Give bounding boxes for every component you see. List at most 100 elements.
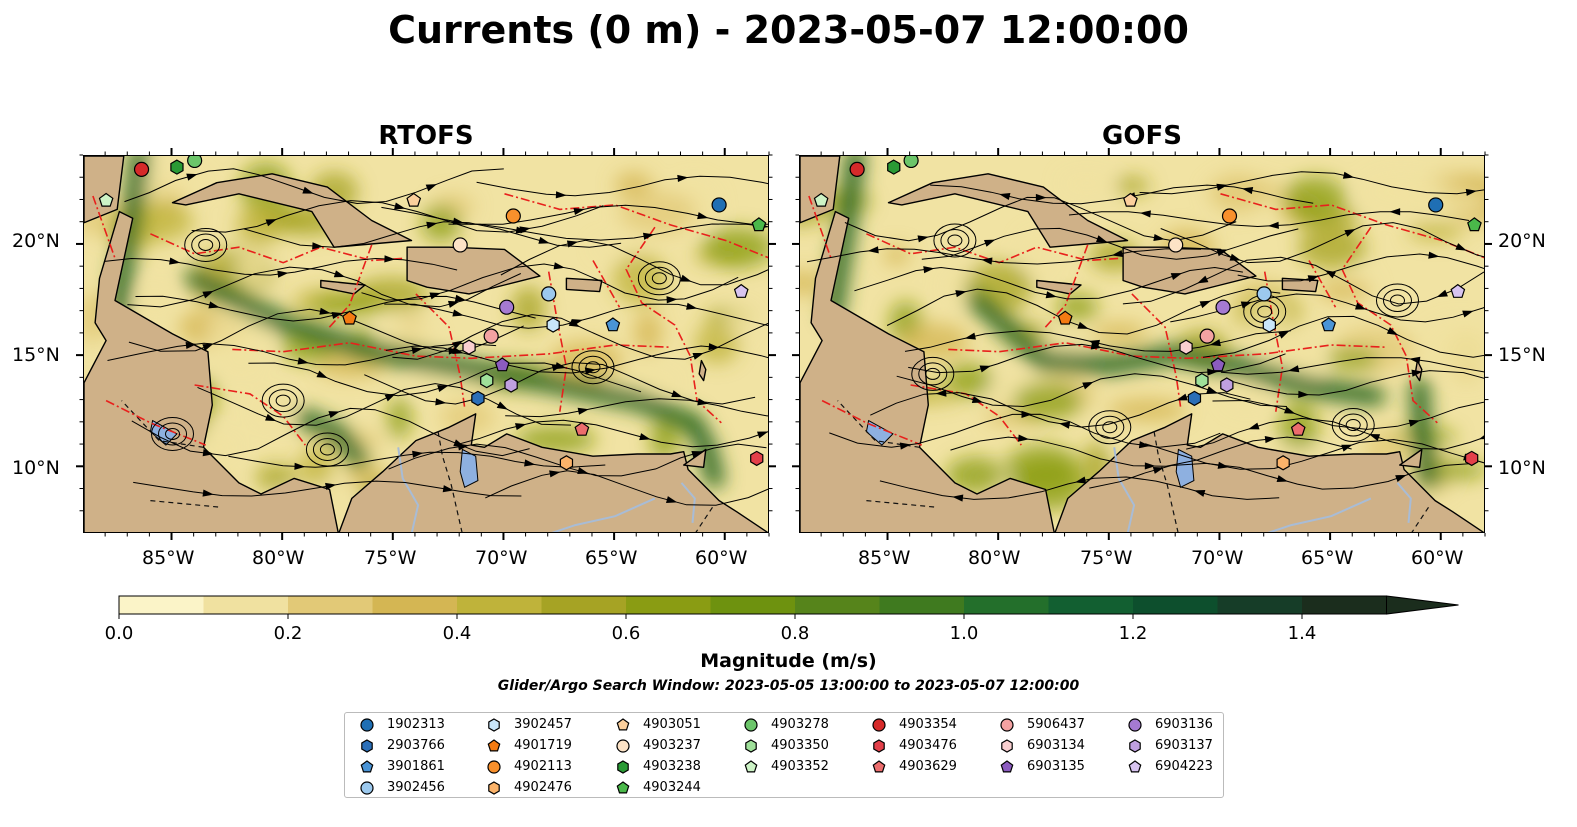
lon-label-80w-right: 80°W — [968, 547, 1021, 569]
land-trinidad — [683, 448, 707, 468]
lon-label-60w-left: 60°W — [695, 547, 748, 569]
colorbar-bin — [119, 596, 204, 614]
float-marker-3902457 — [1262, 317, 1276, 333]
float-marker-4903278 — [903, 156, 919, 169]
float-marker-5906437 — [483, 328, 499, 344]
streamlines — [104, 168, 768, 506]
river — [680, 482, 696, 523]
legend-label: 6903134 — [1027, 738, 1085, 753]
float-marker-4903476 — [1464, 450, 1479, 467]
legend-marker-pentagon-icon — [616, 781, 630, 794]
gofs-map — [799, 155, 1485, 533]
legend-label: 4902476 — [514, 780, 572, 795]
colorbar-tick-4: 0.8 — [780, 623, 810, 644]
legend-label: 4902113 — [514, 759, 572, 774]
legend-marker-pentagon-icon — [1000, 760, 1014, 773]
gofs-panel-title: GOFS — [1102, 121, 1182, 151]
colorbar-bin — [457, 596, 542, 614]
lake — [1175, 448, 1195, 489]
lon-label-60w-right: 60°W — [1411, 547, 1464, 569]
legend-label: 4903629 — [899, 759, 957, 774]
legend-marker-circle-icon — [616, 739, 630, 753]
float-marker-4903244 — [1467, 217, 1482, 232]
float-marker-3901861 — [1321, 317, 1337, 332]
legend-label: 6903135 — [1027, 759, 1085, 774]
colorbar-tick-2: 0.4 — [442, 623, 472, 644]
legend-marker-pentagon-icon — [1128, 760, 1142, 773]
colorbar-bin — [288, 596, 373, 614]
legend-marker-circle-icon — [1128, 718, 1142, 732]
legend-label: 4903051 — [643, 717, 701, 732]
search-window-text: Glider/Argo Search Window: 2023-05-05 13… — [497, 678, 1080, 694]
legend-marker-hexagon-icon — [873, 739, 885, 753]
float-marker-2903766 — [471, 390, 485, 407]
river — [1113, 447, 1136, 532]
eez-boundary-line — [504, 193, 768, 259]
legend-label: 4903352 — [771, 759, 829, 774]
colorbar-tick-5: 1.0 — [949, 623, 979, 644]
legend-label: 3901861 — [387, 759, 445, 774]
colorbar-bin — [1048, 596, 1134, 614]
float-marker-4902476 — [1276, 455, 1290, 471]
float-marker-6903135 — [494, 357, 510, 372]
eez-boundary-line — [592, 260, 621, 308]
float-marker-3902457 — [546, 317, 560, 333]
eez-boundary-line — [105, 399, 206, 446]
land-puerto-rico — [565, 277, 603, 293]
land-south-america — [1054, 413, 1484, 532]
float-marker-4903352 — [98, 192, 114, 207]
colorbar-tick-1: 0.2 — [273, 623, 303, 644]
float-marker-4903629 — [574, 421, 590, 436]
streamlines — [806, 171, 1484, 502]
float-marker-6903137 — [1220, 377, 1234, 393]
lat-label-10n-left: 10°N — [12, 457, 60, 479]
land-lesser-antilles-strip — [1414, 359, 1423, 382]
colorbar-bin — [541, 596, 627, 614]
colorbar-bin — [879, 596, 965, 614]
legend-label: 4901719 — [514, 738, 572, 753]
legend-marker-hexagon-icon — [617, 760, 629, 774]
float-marker-4903629 — [1290, 421, 1306, 436]
legend-marker-circle-icon — [872, 718, 886, 732]
legend-marker-hexagon-icon — [488, 718, 500, 732]
colorbar-bin — [710, 596, 796, 614]
float-marker-6903136 — [499, 299, 515, 315]
land-hispaniola — [406, 246, 541, 295]
lon-label-65w-left: 65°W — [585, 547, 638, 569]
eez-boundary-line — [194, 384, 306, 446]
river — [1396, 482, 1412, 523]
lake — [459, 448, 479, 489]
float-marker-6904223 — [1450, 283, 1466, 298]
float-marker-4903237 — [1168, 237, 1184, 253]
land-trinidad — [1399, 448, 1423, 468]
legend-label: 5906437 — [1027, 717, 1085, 732]
colorbar-bin — [1217, 596, 1303, 614]
river — [1267, 497, 1372, 532]
land-lesser-antilles-strip — [698, 359, 707, 382]
eez-boundary-line — [866, 233, 1121, 264]
float-marker-6903135 — [1210, 357, 1226, 372]
float-marker-6904223 — [733, 283, 749, 298]
colorbar — [118, 595, 1459, 619]
eez-boundary-line — [625, 226, 722, 424]
float-marker-4903350 — [1195, 372, 1209, 389]
land-yucatan-land — [800, 156, 841, 224]
legend-marker-hexagon-icon — [1129, 739, 1141, 753]
float-marker-5906437 — [1199, 328, 1215, 344]
eez-boundary-line — [948, 341, 1387, 360]
legend-label: 3902457 — [514, 717, 572, 732]
lon-label-85w-right: 85°W — [858, 547, 911, 569]
eez-boundary-line — [232, 341, 671, 360]
river — [397, 447, 420, 532]
legend-label: 4903350 — [771, 738, 829, 753]
float-marker-4903278 — [187, 156, 203, 169]
rtofs-panel-title: RTOFS — [378, 121, 474, 151]
legend-label: 4903354 — [899, 717, 957, 732]
land-cuba — [887, 173, 1129, 248]
float-legend: 1902313 2903766 3901861 3902456 3902457 49017… — [344, 712, 1224, 798]
colorbar-bin — [372, 596, 458, 614]
legend-label: 6903137 — [1155, 738, 1213, 753]
float-marker-4903354 — [849, 161, 865, 177]
float-marker-4903476 — [750, 450, 764, 467]
float-marker-4903352 — [813, 192, 829, 207]
